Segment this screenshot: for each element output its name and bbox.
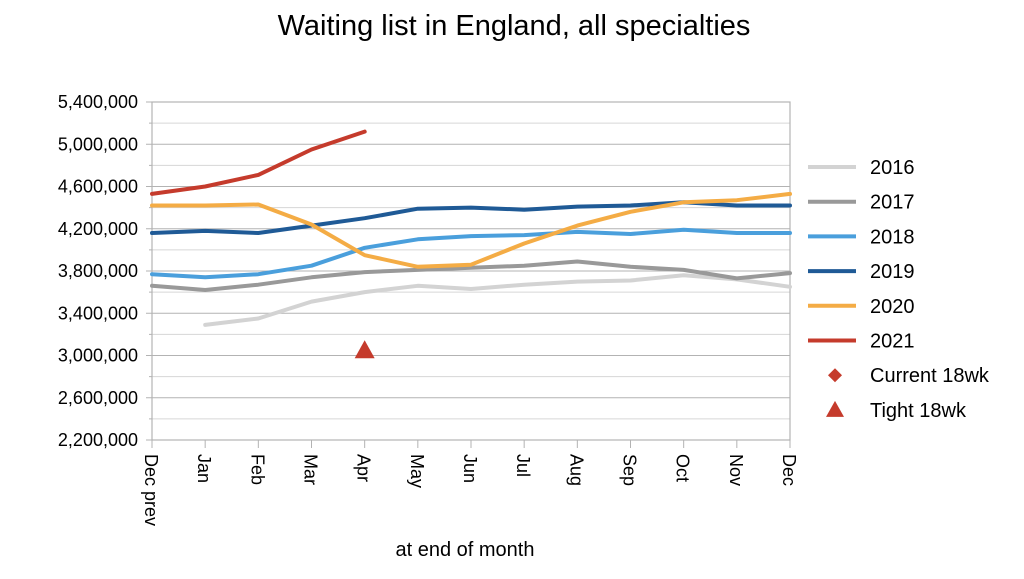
legend: 2016 2017 2018 2019 2020 2021 Current 18wk Tigh… — [808, 157, 990, 422]
legend-label-2016: 2016 — [870, 157, 915, 179]
series-lines — [150, 129, 792, 327]
marker-tight-18wk — [354, 340, 375, 359]
legend-label-tight-18wk: Tight 18wk — [870, 400, 967, 422]
x-tick-label: Dec prev — [141, 454, 161, 526]
legend-label-2019: 2019 — [870, 261, 915, 283]
y-axis: 2,200,000 2,600,000 3,000,000 3,400,000 3,80… — [58, 92, 152, 450]
y-tick-label: 3,400,000 — [58, 303, 138, 323]
legend-swatch-tight-18wk — [826, 400, 844, 417]
series-line-2021 — [150, 129, 367, 196]
legend-swatch-current-18wk — [828, 368, 842, 383]
x-tick-label: Jun — [460, 454, 480, 483]
series-line-2017 — [150, 259, 792, 292]
x-tick-label: Sep — [620, 454, 640, 486]
chart-title: Waiting list in England, all specialties — [278, 10, 751, 42]
series-markers — [354, 340, 375, 359]
x-tick-label: Jan — [194, 454, 214, 483]
legend-label-current-18wk: Current 18wk — [870, 365, 990, 387]
legend-label-2020: 2020 — [870, 296, 915, 318]
x-axis: Dec prev Jan Feb Mar Apr May Jun Jul Aug Sep Oct No… — [141, 440, 799, 526]
y-tick-label: 4,600,000 — [58, 177, 138, 197]
series-line-2016 — [203, 273, 792, 327]
series-line-2018 — [150, 227, 792, 280]
y-tick-label: 4,200,000 — [58, 219, 138, 239]
x-tick-label: Nov — [726, 454, 746, 486]
x-tick-label: Mar — [301, 454, 321, 485]
legend-label-2018: 2018 — [870, 226, 915, 248]
y-tick-label: 2,600,000 — [58, 388, 138, 408]
x-tick-label: May — [407, 454, 427, 488]
x-axis-label: at end of month — [396, 539, 535, 561]
x-tick-label: Oct — [673, 454, 693, 482]
series-line-2020 — [150, 191, 792, 269]
legend-label-2017: 2017 — [870, 192, 915, 214]
x-tick-label: Aug — [566, 454, 586, 486]
y-tick-label: 3,000,000 — [58, 346, 138, 366]
x-tick-label: Feb — [247, 454, 267, 485]
y-tick-label: 5,000,000 — [58, 134, 138, 154]
y-tick-label: 2,200,000 — [58, 430, 138, 450]
x-tick-label: Apr — [354, 454, 374, 482]
x-tick-label: Jul — [513, 454, 533, 477]
y-tick-label: 3,800,000 — [58, 261, 138, 281]
legend-label-2021: 2021 — [870, 331, 915, 353]
y-tick-label: 5,400,000 — [58, 92, 138, 112]
x-tick-label: Dec — [779, 454, 799, 486]
